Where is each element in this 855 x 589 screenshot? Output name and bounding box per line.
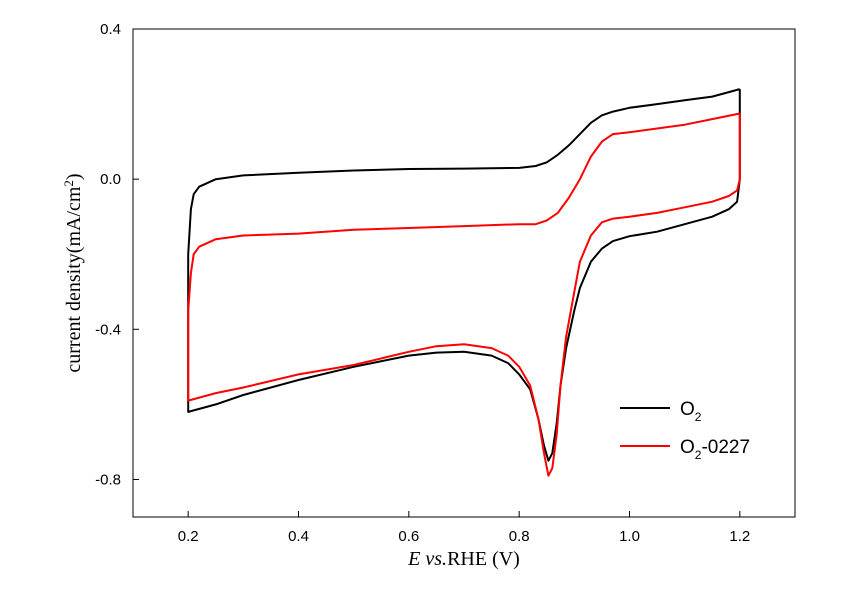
x-tick-label: 1.2 [729,528,750,545]
x-tick-label: 0.8 [509,528,530,545]
legend-label-o2-0227: O2-0227 [680,437,750,462]
legend: O2 O2-0227 [620,399,750,462]
x-tick-label: 1.0 [619,528,640,545]
series-line-o2 [187,88,741,462]
x-tick-label: 0.2 [178,528,199,545]
y-tick-label: -0.8 [95,471,121,488]
legend-label-o2: O2 [680,399,702,424]
x-axis-title: E vs.RHE (V) [407,548,520,570]
y-axis-title: current density(mA/cm2) [61,173,86,372]
series-line-o2-0227 [187,112,741,477]
y-tick-label: 0.0 [100,171,121,188]
plot-frame [132,28,796,518]
axis-ticks [133,28,741,517]
x-tick-labels: 0.2 0.4 0.6 0.8 1.0 1.2 [178,528,751,545]
x-tick-label: 0.4 [288,528,309,545]
x-tick-label: 0.6 [398,528,419,545]
y-tick-label: -0.4 [95,321,121,338]
y-tick-labels: 0.4 0.0 -0.4 -0.8 [95,21,121,488]
y-tick-label: 0.4 [100,21,121,38]
series-layer [187,88,741,477]
